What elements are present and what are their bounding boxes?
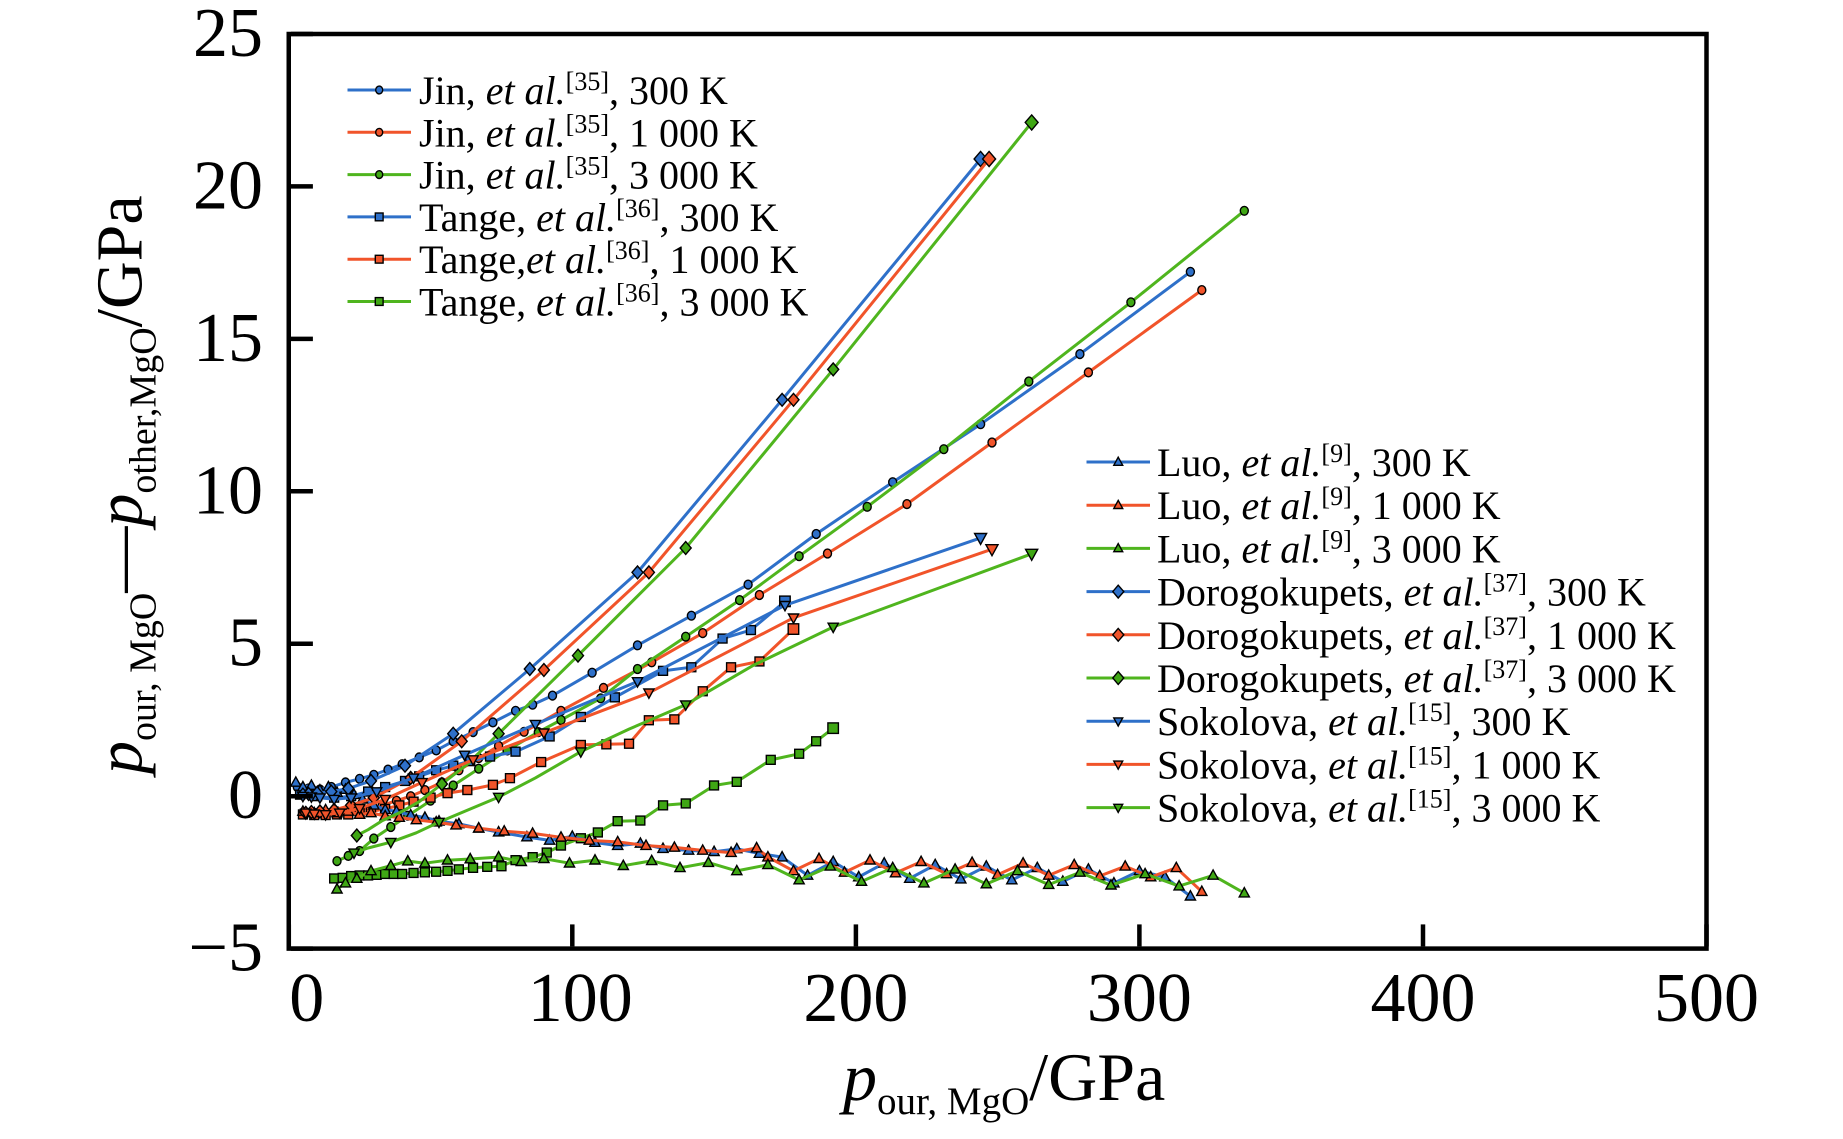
svg-text:25: 25: [193, 0, 263, 72]
svg-text:400: 400: [1371, 960, 1476, 1037]
svg-text:pour, MgO—pother,MgO/GPa: pour, MgO—pother,MgO/GPa: [84, 195, 165, 778]
svg-text:20: 20: [193, 147, 263, 224]
svg-text:15: 15: [193, 300, 263, 377]
svg-text:Tange, et al.[36], 300 K: Tange, et al.[36], 300 K: [419, 194, 778, 240]
svg-text:Jin, et al.[35], 1 000 K: Jin, et al.[35], 1 000 K: [419, 109, 758, 155]
svg-text:Dorogokupets, et al.[37], 3 00: Dorogokupets, et al.[37], 3 000 K: [1157, 655, 1676, 701]
svg-text:Luo, et al.[9], 300 K: Luo, et al.[9], 300 K: [1157, 439, 1471, 485]
svg-text:Dorogokupets, et al.[37], 1 00: Dorogokupets, et al.[37], 1 000 K: [1157, 612, 1676, 658]
svg-text:Tange, et al.[36], 3 000 K: Tange, et al.[36], 3 000 K: [419, 279, 808, 325]
svg-text:0: 0: [228, 757, 263, 834]
svg-text:Luo, et al.[9], 3 000 K: Luo, et al.[9], 3 000 K: [1157, 525, 1501, 571]
svg-text:Tange,et al.[36], 1 000 K: Tange,et al.[36], 1 000 K: [419, 236, 798, 282]
svg-text:Sokolova, et al.[15], 300 K: Sokolova, et al.[15], 300 K: [1157, 698, 1570, 744]
svg-text:200: 200: [803, 960, 908, 1037]
svg-text:100: 100: [528, 960, 633, 1037]
svg-text:500: 500: [1654, 960, 1759, 1037]
svg-text:5: 5: [228, 605, 263, 682]
svg-text:Dorogokupets, et al.[37], 300: Dorogokupets, et al.[37], 300 K: [1157, 569, 1646, 615]
svg-text:10: 10: [193, 452, 263, 529]
svg-text:Jin, et al.[35], 3 000 K: Jin, et al.[35], 3 000 K: [419, 152, 758, 198]
svg-text:300: 300: [1087, 960, 1192, 1037]
svg-text:−5: −5: [189, 910, 263, 987]
svg-text:0: 0: [289, 960, 324, 1037]
svg-text:Sokolova, et al.[15], 1 000 K: Sokolova, et al.[15], 1 000 K: [1157, 741, 1600, 787]
svg-text:Sokolova, et al.[15], 3 000 K: Sokolova, et al.[15], 3 000 K: [1157, 785, 1600, 831]
svg-text:pour, MgO/GPa: pour, MgO/GPa: [839, 1039, 1165, 1123]
